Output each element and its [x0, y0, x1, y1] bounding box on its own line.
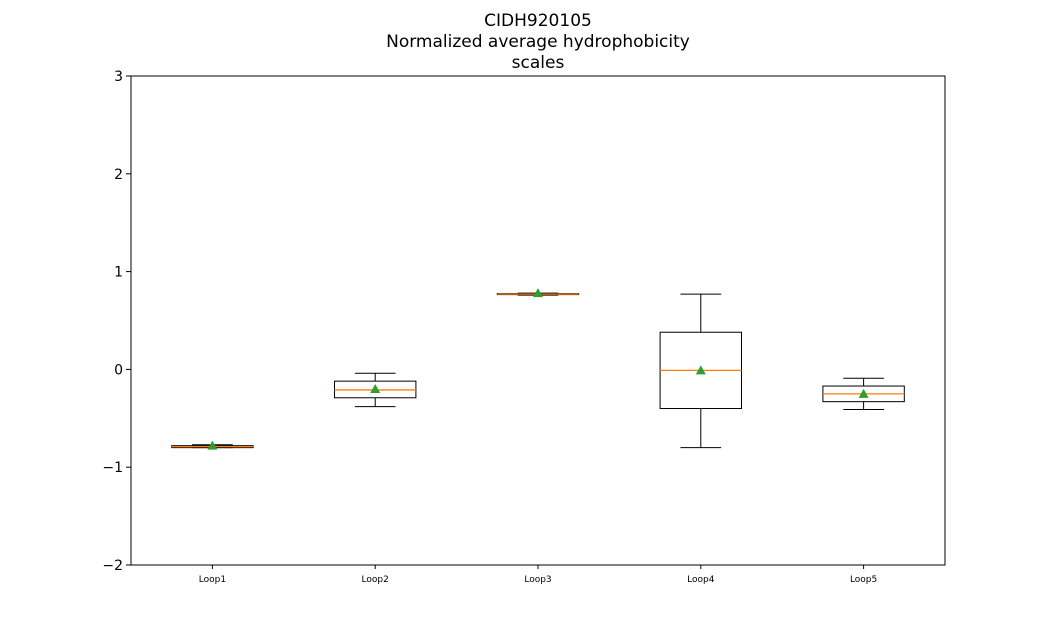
y-axis: −2 −1 0 1 2 3 [102, 69, 131, 574]
x-tick-label: Loop2 [362, 575, 389, 585]
chart-title-line-3: scales [512, 53, 565, 73]
box-loop2 [334, 372, 417, 408]
chart-title-line-1: CIDH920105 [484, 11, 592, 31]
mean-marker [533, 288, 543, 298]
chart-title-line-2: Normalized average hydrophobicity [386, 32, 690, 52]
box-loop4 [659, 293, 742, 449]
x-tick-label: Loop4 [687, 575, 715, 585]
mean-marker [858, 388, 869, 398]
x-tick-label: Loop3 [524, 575, 551, 585]
y-tick-label: 0 [114, 362, 123, 378]
plot-area-frame [130, 75, 946, 566]
x-axis: Loop1 Loop2 Loop3 Loop4 Loop5 [199, 565, 877, 585]
y-tick-label: 1 [114, 265, 123, 281]
y-tick-label: 2 [114, 167, 123, 183]
mean-marker [370, 383, 381, 393]
box-series [171, 288, 905, 450]
x-tick-label: Loop5 [850, 575, 877, 585]
mean-marker [207, 440, 218, 450]
box-loop5 [822, 377, 905, 410]
y-tick-label: −2 [102, 558, 123, 574]
box-loop1 [171, 440, 254, 450]
chart-title: CIDH920105 Normalized average hydrophobi… [386, 11, 690, 73]
x-tick-label: Loop1 [199, 575, 226, 585]
box-loop3 [496, 288, 580, 298]
y-tick-label: 3 [114, 69, 123, 85]
y-tick-label: −1 [102, 460, 123, 476]
mean-marker [695, 365, 706, 375]
